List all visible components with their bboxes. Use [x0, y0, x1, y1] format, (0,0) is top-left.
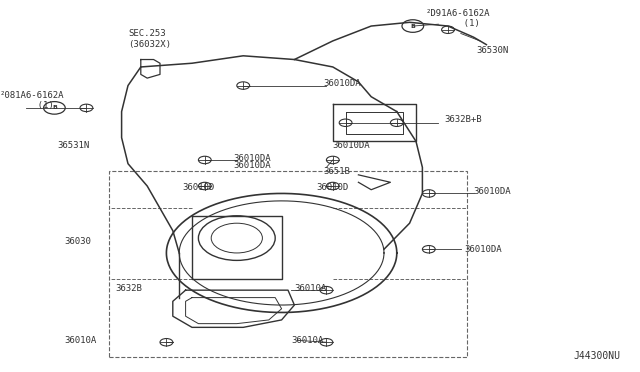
Text: 36010A: 36010A [64, 336, 96, 345]
Text: ²D91A6-6162A
       (1): ²D91A6-6162A (1) [426, 9, 490, 28]
Text: 36530N: 36530N [477, 46, 509, 55]
Bar [109, 171, 467, 357]
Text: 36531N: 36531N [58, 141, 90, 150]
Text: 36010DA: 36010DA [234, 161, 271, 170]
Text: 3632B+B: 3632B+B [445, 115, 483, 124]
Text: 36030: 36030 [64, 237, 91, 246]
Text: 36010DA: 36010DA [464, 245, 502, 254]
Text: 3651B: 3651B [323, 167, 350, 176]
Text: 36010D: 36010D [317, 183, 349, 192]
Text: 36010DA: 36010DA [323, 79, 361, 88]
Text: 36010DA: 36010DA [333, 141, 371, 150]
Text: J44300NU: J44300NU [574, 351, 621, 361]
Text: 36010DA: 36010DA [474, 187, 511, 196]
Text: 36010DA: 36010DA [234, 154, 271, 163]
Text: 36010D: 36010D [182, 183, 214, 192]
Text: 3632B: 3632B [115, 284, 142, 293]
Text: B: B [52, 105, 57, 110]
Text: B: B [410, 23, 415, 29]
Text: 36010A: 36010A [294, 284, 326, 293]
Text: 36010A: 36010A [291, 336, 323, 345]
Text: SEC.253
(36032X): SEC.253 (36032X) [128, 29, 171, 49]
Text: ²081A6-6162A
       (1): ²081A6-6162A (1) [0, 91, 65, 110]
